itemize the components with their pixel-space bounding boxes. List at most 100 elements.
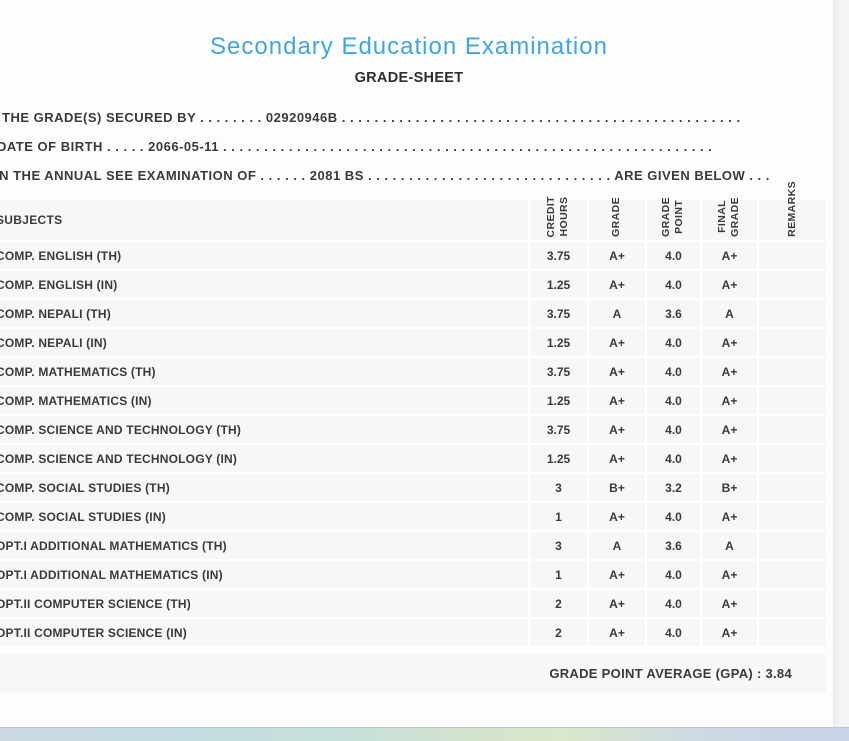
final-grade-header-label: FINAL GRADE: [716, 197, 742, 237]
subject-cell: COMP. SOCIAL STUDIES (TH): [0, 472, 530, 503]
grade-point-cell: 4.0: [645, 240, 702, 271]
credit-hours-cell: 3: [528, 472, 589, 503]
table-row: COMP. ENGLISH (IN) 1.25 A+ 4.0 A+: [0, 269, 828, 300]
final-grade-cell: B+: [700, 472, 759, 503]
final-grade-cell: A+: [700, 588, 759, 619]
credit-hours-cell: 3.75: [528, 240, 589, 271]
grade-point-cell: 4.0: [645, 443, 702, 474]
candidate-symbol-line: THE GRADE(S) SECURED BY . . . . . . . . …: [2, 110, 742, 125]
subject-cell: COMP. SOCIAL STUDIES (IN): [0, 501, 530, 532]
remarks-cell: [757, 530, 828, 561]
credit-hours-header-label: CREDIT HOURS: [545, 195, 571, 237]
final-grade-cell: A+: [700, 385, 759, 416]
remarks-cell: [757, 617, 828, 648]
table-row: COMP. SCIENCE AND TECHNOLOGY (IN) 1.25 A…: [0, 443, 828, 474]
grades-table: SUBJECTS CREDIT HOURS GRADE GRADE POINT …: [0, 181, 828, 648]
grade-cell: A+: [587, 501, 647, 532]
subject-cell: COMP. NEPALI (IN): [0, 327, 530, 358]
final-grade-cell: A+: [700, 414, 759, 445]
grade-point-cell: 4.0: [645, 327, 702, 358]
column-header-subjects: SUBJECTS: [0, 198, 530, 242]
credit-hours-cell: 1.25: [528, 443, 589, 474]
credit-hours-cell: 2: [528, 617, 589, 648]
final-grade-cell: A: [700, 530, 759, 561]
grade-header-label: GRADE: [610, 197, 623, 237]
grade-point-cell: 4.0: [645, 559, 702, 590]
table-row: OPT.II COMPUTER SCIENCE (TH) 2 A+ 4.0 A+: [0, 588, 828, 619]
grade-point-cell: 3.2: [645, 472, 702, 503]
grade-cell: A: [587, 298, 647, 329]
column-header-grade-point: GRADE POINT: [645, 197, 702, 242]
credit-hours-cell: 1.25: [528, 269, 589, 300]
grade-sheet-card: Secondary Education Examination GRADE-SH…: [0, 33, 828, 692]
subject-cell: COMP. MATHEMATICS (TH): [0, 356, 530, 387]
remarks-cell: [757, 443, 828, 474]
subject-cell: COMP. NEPALI (TH): [0, 298, 530, 329]
table-row: OPT.I ADDITIONAL MATHEMATICS (IN) 1 A+ 4…: [0, 559, 828, 590]
credit-hours-cell: 3.75: [528, 298, 589, 329]
subject-cell: COMP. SCIENCE AND TECHNOLOGY (IN): [0, 443, 530, 474]
remarks-cell: [757, 588, 828, 619]
final-grade-cell: A+: [700, 617, 759, 648]
table-row: COMP. SOCIAL STUDIES (TH) 3 B+ 3.2 B+: [0, 472, 828, 503]
grade-cell: A+: [587, 414, 647, 445]
credit-hours-cell: 1: [528, 501, 589, 532]
subject-cell: OPT.II COMPUTER SCIENCE (IN): [0, 617, 530, 648]
grade-point-cell: 4.0: [645, 617, 702, 648]
grade-cell: A+: [587, 559, 647, 590]
grade-cell: A+: [587, 327, 647, 358]
exam-year-line: IN THE ANNUAL SEE EXAMINATION OF . . . .…: [0, 168, 770, 183]
grade-point-cell: 4.0: [645, 385, 702, 416]
remarks-cell: [757, 240, 828, 271]
subject-cell: COMP. SCIENCE AND TECHNOLOGY (TH): [0, 414, 530, 445]
gpa-text: GRADE POINT AVERAGE (GPA) : 3.84: [549, 665, 792, 681]
remarks-cell: [757, 501, 828, 532]
grade-point-cell: 3.6: [645, 530, 702, 561]
grade-point-header-label: GRADE POINT: [660, 197, 686, 237]
remarks-cell: [757, 356, 828, 387]
credit-hours-cell: 2: [528, 588, 589, 619]
credit-hours-cell: 1.25: [528, 327, 589, 358]
table-row: COMP. SOCIAL STUDIES (IN) 1 A+ 4.0 A+: [0, 501, 828, 532]
final-grade-cell: A+: [700, 559, 759, 590]
grade-cell: A+: [587, 385, 647, 416]
table-header-row: SUBJECTS CREDIT HOURS GRADE GRADE POINT …: [0, 181, 828, 242]
gpa-footer: GRADE POINT AVERAGE (GPA) : 3.84: [0, 654, 826, 692]
candidate-info-block: THE GRADE(S) SECURED BY . . . . . . . . …: [0, 103, 826, 190]
remarks-cell: [757, 269, 828, 300]
subject-cell: OPT.II COMPUTER SCIENCE (TH): [0, 588, 530, 619]
table-row: COMP. SCIENCE AND TECHNOLOGY (TH) 3.75 A…: [0, 414, 828, 445]
grade-cell: A+: [587, 240, 647, 271]
grade-point-cell: 4.0: [645, 356, 702, 387]
subject-cell: OPT.I ADDITIONAL MATHEMATICS (IN): [0, 559, 530, 590]
grade-point-cell: 4.0: [645, 414, 702, 445]
final-grade-cell: A+: [700, 443, 759, 474]
column-header-remarks: REMARKS: [757, 181, 828, 242]
grade-cell: A+: [587, 617, 647, 648]
remarks-cell: [757, 298, 828, 329]
grade-cell: A+: [587, 356, 647, 387]
date-of-birth-line: DATE OF BIRTH . . . . . 2066-05-11 . . .…: [0, 139, 713, 154]
grade-point-cell: 3.6: [645, 298, 702, 329]
subject-cell: COMP. ENGLISH (IN): [0, 269, 530, 300]
remarks-cell: [757, 414, 828, 445]
table-row: COMP. MATHEMATICS (IN) 1.25 A+ 4.0 A+: [0, 385, 828, 416]
grade-point-cell: 4.0: [645, 269, 702, 300]
credit-hours-cell: 1: [528, 559, 589, 590]
column-header-credit-hours: CREDIT HOURS: [528, 195, 589, 242]
final-grade-cell: A+: [700, 240, 759, 271]
remarks-cell: [757, 472, 828, 503]
page-subtitle: GRADE-SHEET: [354, 70, 464, 86]
final-grade-cell: A+: [700, 501, 759, 532]
subject-cell: COMP. MATHEMATICS (IN): [0, 385, 530, 416]
final-grade-cell: A: [700, 298, 759, 329]
table-row: COMP. NEPALI (IN) 1.25 A+ 4.0 A+: [0, 327, 828, 358]
remarks-cell: [757, 327, 828, 358]
credit-hours-cell: 3: [528, 530, 589, 561]
grade-cell: B+: [587, 472, 647, 503]
grade-point-cell: 4.0: [645, 501, 702, 532]
grade-cell: A: [587, 530, 647, 561]
table-row: COMP. ENGLISH (TH) 3.75 A+ 4.0 A+: [0, 240, 828, 271]
subject-cell: OPT.I ADDITIONAL MATHEMATICS (TH): [0, 530, 530, 561]
column-header-grade: GRADE: [587, 197, 647, 242]
